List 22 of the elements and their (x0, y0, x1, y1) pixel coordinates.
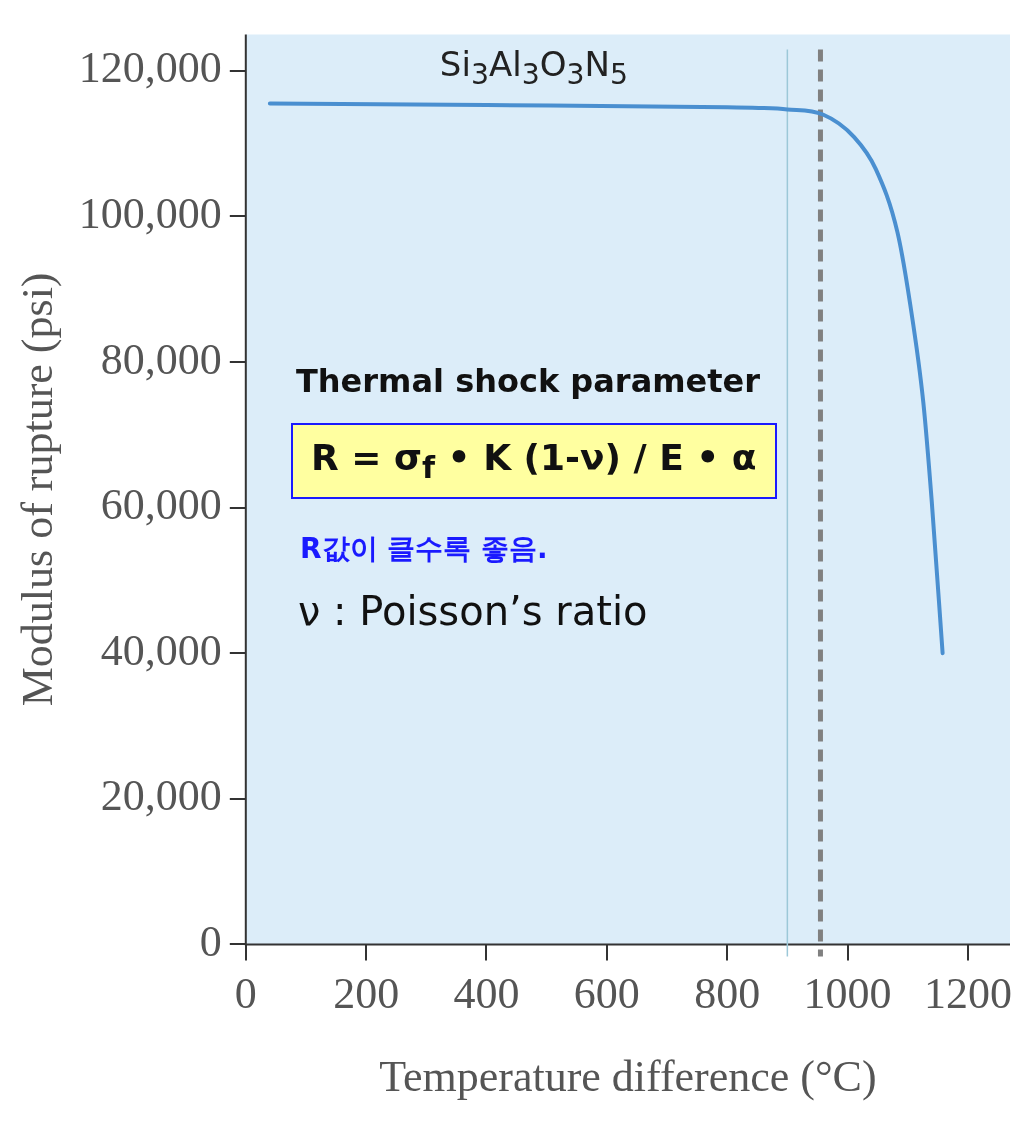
annotation: R = σ$_{f}$ • K (1-ν) / E • α (291, 423, 777, 500)
x-tick-label: 200 (333, 969, 400, 1019)
x-axis-title: Temperature difference (°C) (379, 1052, 877, 1102)
y-tick-label: 80,000 (100, 334, 222, 384)
annotation: R값이 클수록 좋음. (300, 531, 548, 567)
annotation: Thermal shock parameter (296, 362, 761, 400)
y-tick-label: 20,000 (100, 771, 222, 821)
x-tick-label: 600 (573, 969, 640, 1019)
line-series (267, 101, 945, 656)
x-tick-label: 400 (453, 969, 520, 1019)
y-tick-label: 60,000 (100, 480, 222, 530)
x-tick-label: 1000 (803, 969, 892, 1019)
x-tick-label: 1200 (923, 969, 1012, 1019)
y-tick-label: 100,000 (78, 188, 222, 238)
y-tick-label: 40,000 (100, 625, 222, 675)
x-tick-label: 800 (694, 969, 761, 1019)
y-tick-label: 120,000 (78, 43, 222, 93)
series-label: Si$_{3}$Al$_{3}$O$_{3}$N$_{5}$ (439, 44, 628, 92)
annotation: ν : Poisson’s ratio (298, 588, 648, 634)
y-tick-label: 0 (199, 916, 222, 966)
x-tick-label: 0 (234, 969, 257, 1019)
y-axis-title: Modulus of rupture (psi) (12, 272, 62, 707)
